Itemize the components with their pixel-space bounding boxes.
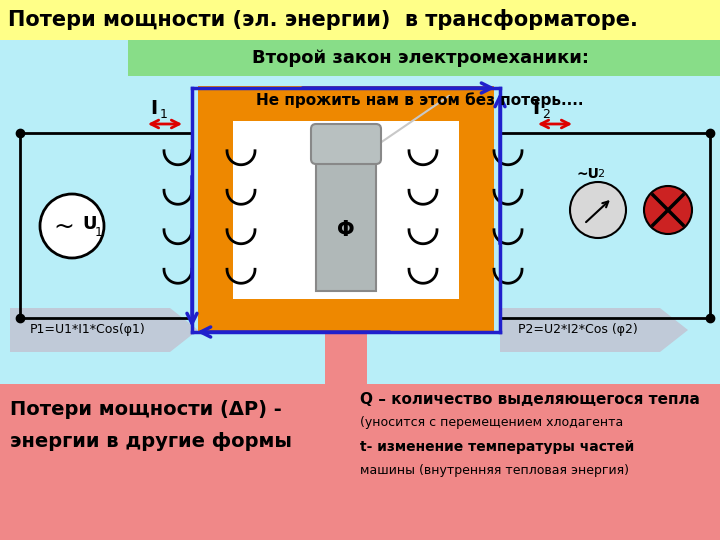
Text: энергии в другие формы: энергии в другие формы [10,432,292,451]
Circle shape [570,182,626,238]
Circle shape [644,186,692,234]
Text: Q – количество выделяющегося тепла: Q – количество выделяющегося тепла [360,392,700,407]
Bar [459,86,494,334]
Bar [316,129,376,291]
Text: U: U [82,215,96,233]
Bar [128,40,720,76]
Text: (уносится с перемещением хлодагента: (уносится с перемещением хлодагента [360,416,624,429]
Bar [198,86,494,334]
Text: P1=U1*I1*Cos(φ1): P1=U1*I1*Cos(φ1) [30,323,146,336]
Bar [198,86,233,334]
Bar [198,86,494,121]
Text: t- изменение температуры частей: t- изменение температуры частей [360,440,634,454]
Text: ~U: ~U [576,167,599,181]
Text: I: I [150,98,157,118]
Text: ~: ~ [53,215,74,239]
Text: 2: 2 [597,169,604,179]
Text: Φ: Φ [337,220,355,240]
Bar [233,121,459,299]
Polygon shape [325,384,367,404]
Bar [500,308,660,352]
FancyBboxPatch shape [311,124,381,164]
Text: 1: 1 [160,107,168,120]
Text: машины (внутренняя тепловая энергия): машины (внутренняя тепловая энергия) [360,464,629,477]
Bar [198,299,494,334]
Text: 2: 2 [542,107,550,120]
Bar [0,76,720,384]
Bar [0,0,720,40]
Text: Второй закон электромеханики:: Второй закон электромеханики: [251,49,588,67]
Polygon shape [170,308,198,352]
Text: Потери мощности (ΔP) -: Потери мощности (ΔP) - [10,400,282,419]
Text: 1: 1 [95,226,103,239]
Text: Потери мощности (эл. энергии)  в трансформаторе.: Потери мощности (эл. энергии) в трансфор… [8,10,638,30]
Polygon shape [660,308,688,352]
Bar [325,334,367,384]
Text: P2=U2*I2*Cos (φ2): P2=U2*I2*Cos (φ2) [518,323,638,336]
Circle shape [40,194,104,258]
Bar [10,308,170,352]
Text: I: I [532,98,539,118]
Bar [0,384,720,540]
Text: Не прожить нам в этом без потерь....: Не прожить нам в этом без потерь.... [256,92,584,108]
